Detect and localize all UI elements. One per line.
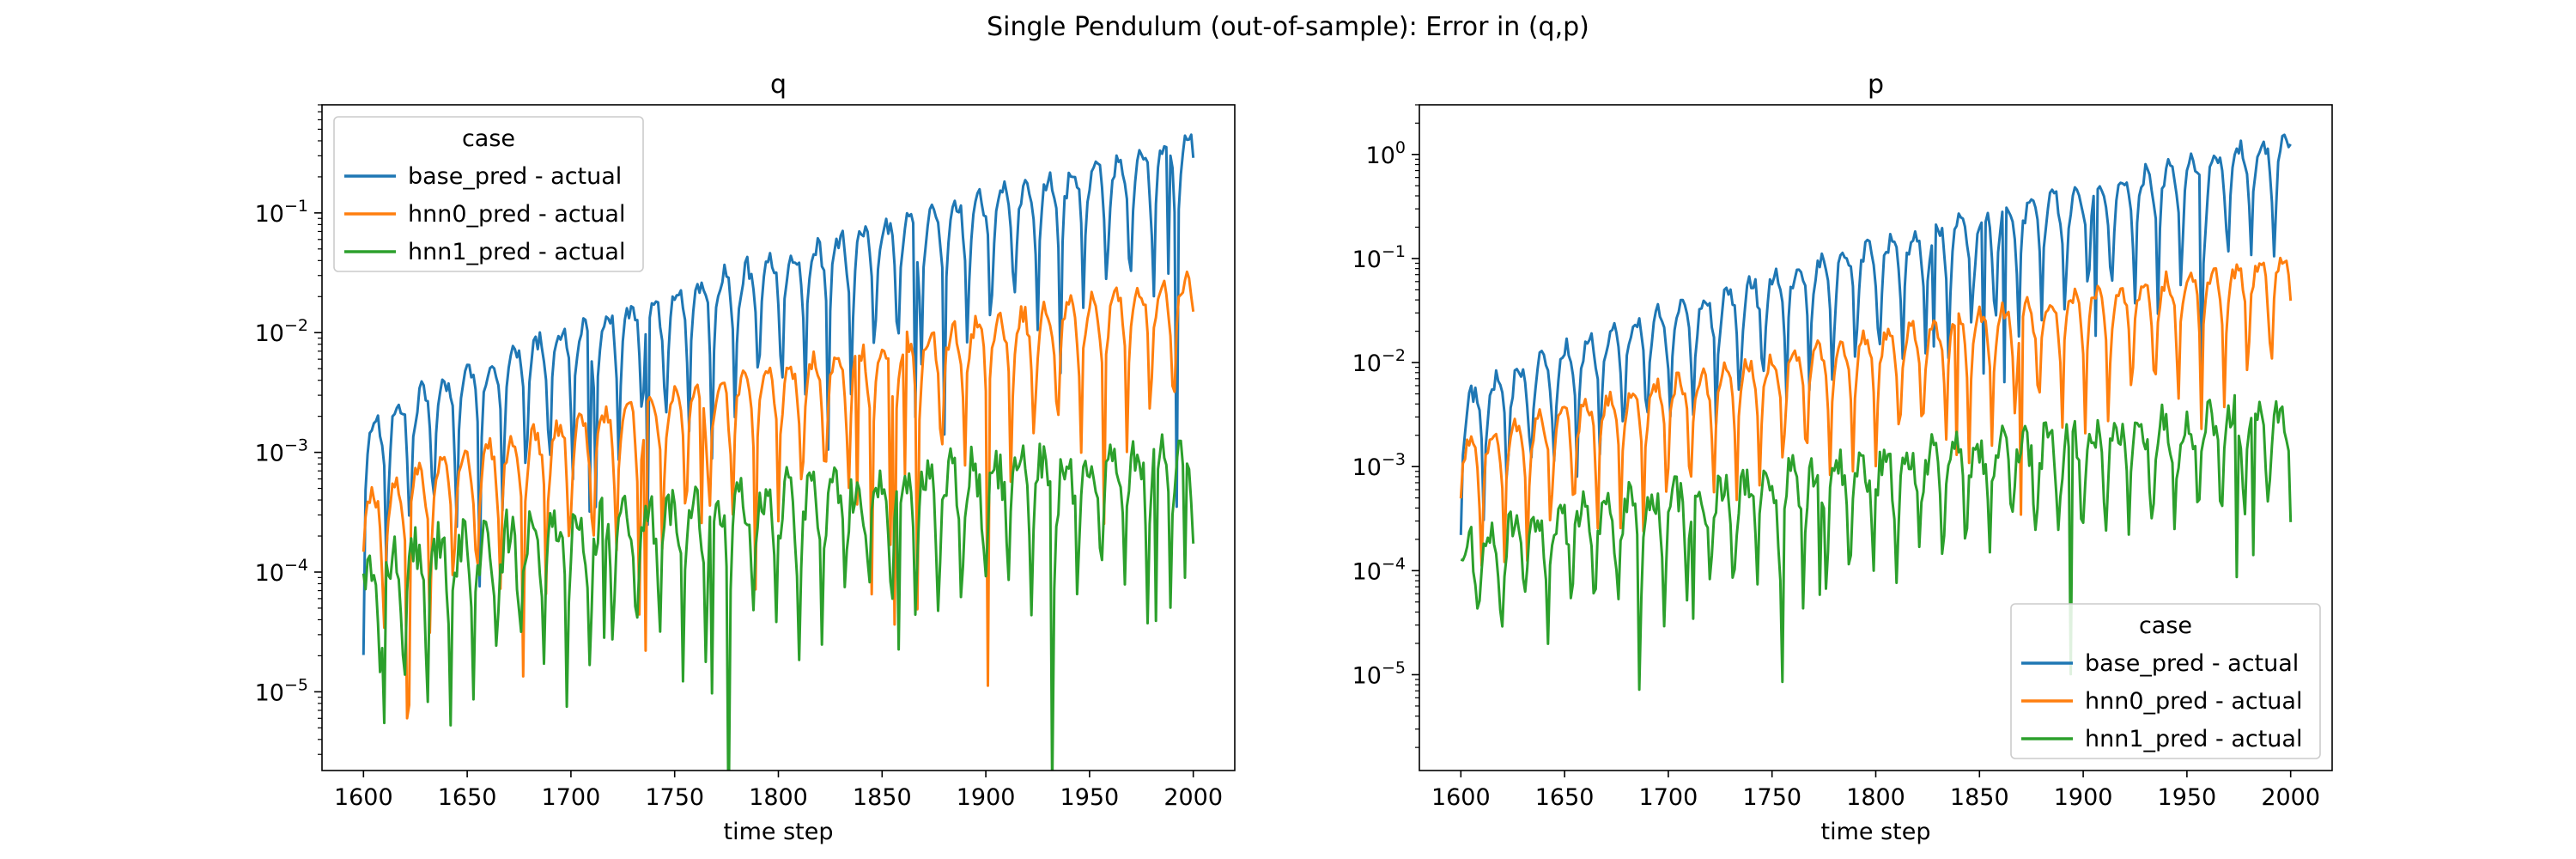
y-tick-label: 10−3 xyxy=(1352,450,1406,481)
series-line-hnn1 xyxy=(1460,393,2293,691)
legend-label: base_pred - actual xyxy=(408,163,622,190)
x-tick-label: 1750 xyxy=(645,784,704,811)
legend-label: hnn0_pred - actual xyxy=(2085,688,2302,715)
series-line-hnn0 xyxy=(361,270,1195,720)
legend-label: base_pred - actual xyxy=(2085,650,2299,677)
legend-title: case xyxy=(462,125,515,152)
subplot-title: p xyxy=(1868,70,1884,100)
x-tick-label: 1650 xyxy=(438,784,497,811)
series-line-hnn0 xyxy=(1459,256,2293,567)
y-tick-label: 100 xyxy=(1366,138,1406,169)
legend: case base_pred - actual hnn0_pred - actual… xyxy=(333,116,644,272)
subplot-title: q xyxy=(770,70,787,100)
legend-box xyxy=(333,116,644,272)
x-tick-label: 1800 xyxy=(749,784,808,811)
x-tick-label: 2000 xyxy=(1163,784,1223,811)
legend-label: hnn1_pred - actual xyxy=(2085,726,2302,752)
y-tick-label: 10−4 xyxy=(1352,554,1406,585)
legend-label: hnn1_pred - actual xyxy=(408,239,625,265)
x-tick-label: 1850 xyxy=(1950,784,2009,811)
y-tick-label: 10−2 xyxy=(255,316,308,347)
axes-frame xyxy=(1419,104,2333,771)
x-tick-label: 1800 xyxy=(1846,784,1905,811)
x-tick-label: 2000 xyxy=(2261,784,2320,811)
y-tick-label: 10−3 xyxy=(255,436,308,467)
subplot-q: q time step 1600 1650 1700 1750 1800 1850 1900 19… xyxy=(255,70,1236,845)
y-tick-label: 10−4 xyxy=(255,556,308,587)
x-tick-label: 1750 xyxy=(1742,784,1801,811)
subplot-p: p time step 1600 1650 1700 1750 1800 1850 1900 19… xyxy=(1352,70,2333,845)
plot-area xyxy=(1459,133,2293,691)
x-tick-label: 1950 xyxy=(1060,784,1120,811)
legend-box xyxy=(2010,603,2321,759)
x-tick-label: 1700 xyxy=(542,784,601,811)
x-tick-label: 1850 xyxy=(853,784,912,811)
figure-title: Single Pendulum (out-of-sample): Error i… xyxy=(987,12,1589,42)
x-tick-label: 1900 xyxy=(2054,784,2113,811)
x-tick-label: 1700 xyxy=(1639,784,1698,811)
y-tick-label: 10−1 xyxy=(1352,242,1406,273)
legend-title: case xyxy=(2139,612,2192,639)
x-axis-label: time step xyxy=(1821,819,1931,845)
y-tick-label: 10−1 xyxy=(255,197,308,228)
x-axis-label: time step xyxy=(724,819,834,845)
x-tick-label: 1600 xyxy=(334,784,393,811)
x-tick-label: 1650 xyxy=(1535,784,1595,811)
series-line-base xyxy=(361,133,1195,655)
legend-label: hnn0_pred - actual xyxy=(408,201,625,228)
y-tick-label: 10−5 xyxy=(1352,658,1406,689)
plot-area xyxy=(361,133,1195,771)
x-tick-label: 1950 xyxy=(2158,784,2217,811)
y-tick-label: 10−2 xyxy=(1352,346,1406,377)
axes-frame xyxy=(321,104,1236,771)
x-tick-label: 1900 xyxy=(957,784,1016,811)
series-line-base xyxy=(1459,133,2292,535)
series-line-hnn1 xyxy=(361,433,1195,771)
y-tick-label: 10−5 xyxy=(255,675,308,706)
x-tick-label: 1600 xyxy=(1431,784,1491,811)
legend: case base_pred - actual hnn0_pred - actual… xyxy=(2010,603,2321,759)
